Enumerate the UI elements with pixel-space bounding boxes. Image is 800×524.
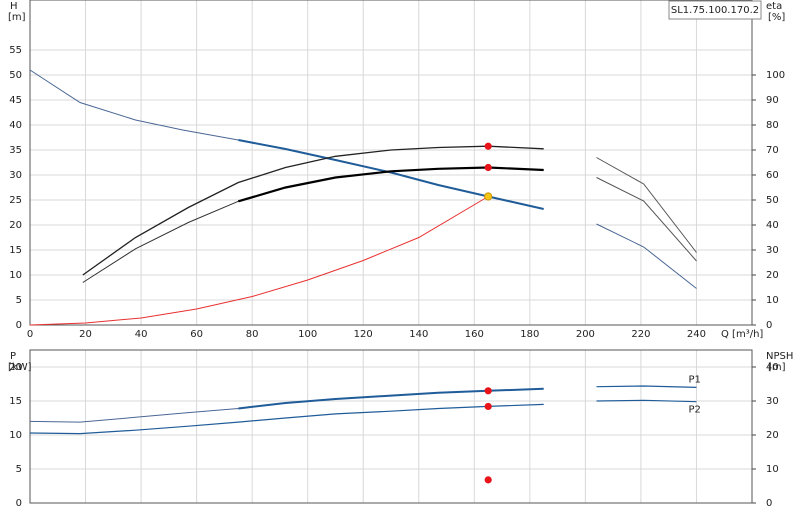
curve (29, 69, 239, 141)
marker (484, 476, 492, 484)
x-tick-label: 140 (409, 329, 428, 340)
y2-tick-label: 0 (766, 320, 772, 331)
plot-frame (29, 0, 753, 326)
y2-tick-label: 50 (766, 195, 779, 206)
x-tick-label: 100 (298, 329, 317, 340)
curve (29, 408, 239, 423)
y-tick-label: 5 (16, 295, 22, 306)
curve (596, 177, 697, 262)
y-tick-label: 25 (9, 195, 22, 206)
y2-tick-label: 90 (766, 95, 779, 106)
y2-axis-unit: [m] (768, 362, 786, 373)
curve (29, 196, 489, 326)
marker (484, 142, 492, 150)
y2-tick-label: 0 (766, 498, 772, 509)
y-tick-label: 5 (16, 464, 22, 475)
y-tick-label: 30 (9, 170, 22, 181)
y-tick-label: 40 (9, 120, 22, 131)
x-tick-label: 200 (576, 329, 595, 340)
x-tick-label: 80 (246, 329, 259, 340)
y2-tick-label: 30 (766, 396, 779, 407)
y-tick-label: 10 (9, 430, 22, 441)
y2-tick-label: 60 (766, 170, 779, 181)
y2-axis-label: NPSH (766, 351, 793, 362)
x-tick-label: 20 (79, 329, 92, 340)
label-box (668, 0, 762, 20)
y-tick-label: 55 (9, 45, 22, 56)
x-tick-label: 180 (520, 329, 539, 340)
series-label: P2 (688, 405, 700, 416)
y-tick-label: 0 (16, 498, 22, 509)
y-axis-unit: [m] (8, 12, 26, 23)
x-tick-label: 220 (631, 329, 650, 340)
plot-frame (29, 349, 753, 504)
y2-axis-label: eta (766, 1, 782, 12)
y2-tick-label: 20 (766, 430, 779, 441)
x-tick-label: 0 (27, 329, 33, 340)
y2-tick-label: 80 (766, 120, 779, 131)
y-tick-label: 10 (9, 270, 22, 281)
series-label: P1 (688, 374, 700, 385)
y-tick-label: 15 (9, 245, 22, 256)
x-tick-label: 40 (135, 329, 148, 340)
y-tick-label: 50 (9, 70, 22, 81)
curve (596, 399, 697, 403)
curve (82, 200, 239, 283)
curve (29, 403, 544, 435)
curve (596, 157, 697, 253)
y2-tick-label: 10 (766, 295, 779, 306)
y2-tick-label: 100 (766, 70, 785, 81)
y2-tick-label: 20 (766, 270, 779, 281)
y-axis-unit: [kW] (8, 362, 32, 373)
curve (596, 385, 697, 388)
y-tick-label: 35 (9, 145, 22, 156)
x-tick-label: 160 (465, 329, 484, 340)
y2-tick-label: 10 (766, 464, 779, 475)
x-axis-label: Q [m³/h] (721, 329, 763, 340)
marker (484, 163, 492, 172)
y2-tick-label: 40 (766, 220, 779, 231)
x-tick-label: 60 (190, 329, 203, 340)
y2-tick-label: 40 (766, 362, 779, 373)
y-tick-label: 0 (16, 320, 22, 331)
y-tick-label: 45 (9, 95, 22, 106)
x-tick-label: 240 (687, 329, 706, 340)
y-axis-label: H (10, 1, 18, 12)
curve (82, 145, 544, 276)
y-tick-label: 15 (9, 396, 22, 407)
x-tick-label: 120 (354, 329, 373, 340)
marker (484, 402, 492, 411)
y-axis-label: P (10, 351, 16, 362)
marker (484, 387, 492, 395)
curve-label: SL1.75.100.170.2 (671, 5, 759, 16)
y2-tick-label: 30 (766, 245, 779, 256)
y2-tick-label: 70 (766, 145, 779, 156)
curve (596, 223, 697, 289)
y-tick-label: 20 (9, 362, 22, 373)
y-tick-label: 20 (9, 220, 22, 231)
marker (484, 192, 493, 201)
y2-axis-unit: [%] (768, 12, 785, 23)
